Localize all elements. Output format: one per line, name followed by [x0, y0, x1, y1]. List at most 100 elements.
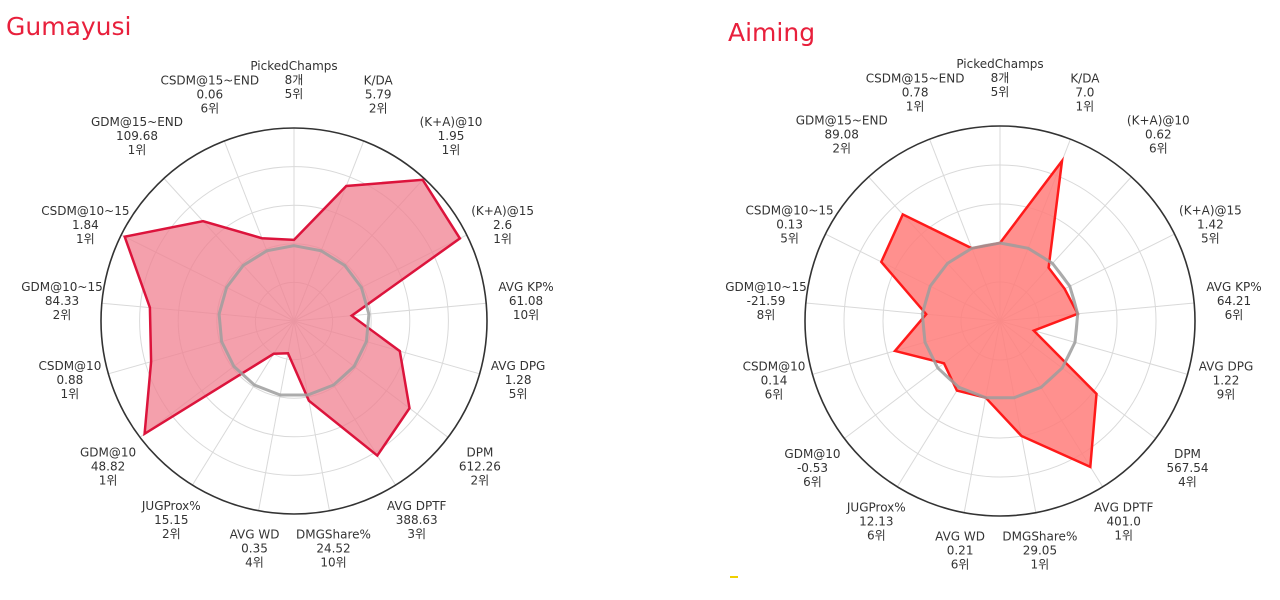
axis-label: AVG WD: [935, 529, 985, 543]
outer-ring: [804, 125, 1196, 517]
axis-value: 612.26: [459, 460, 501, 474]
axis-value: 29.05: [1023, 543, 1057, 557]
axis-label: DPM: [1174, 447, 1201, 461]
axis-label: (K+A)@10: [420, 115, 483, 129]
axis-rank: 2위: [369, 102, 388, 116]
axis-value: 0.35: [241, 541, 268, 555]
radar-panel-gumayusi: Gumayusi PickedChamps 8개 5위 K/DA 5.79 2위 (K+A)…: [6, 12, 554, 569]
axis-value: 567.54: [1167, 461, 1209, 475]
axis-label: K/DA: [1070, 72, 1100, 86]
axis-value: 1.28: [505, 373, 532, 387]
axis-value: 84.33: [45, 294, 79, 308]
axis-label: AVG KP%: [498, 280, 553, 294]
player-title: Gumayusi: [6, 12, 132, 41]
axis-rank: 1위: [61, 387, 80, 401]
axis-value: 8개: [991, 71, 1010, 85]
axis-label: GDM@15~END: [796, 114, 888, 128]
axis-label: GDM@15~END: [91, 115, 183, 129]
axis-rank: 4위: [245, 555, 264, 569]
axis-rank: 6위: [765, 387, 784, 401]
axis-rank: 1위: [442, 143, 461, 157]
axis-label: CSDM@10: [38, 359, 101, 373]
axis-label: (K+A)@10: [1127, 114, 1190, 128]
axis-rank: 5위: [509, 387, 528, 401]
axis-value: 15.15: [154, 513, 188, 527]
axis-value: 0.14: [761, 373, 788, 387]
decorative-mark: [730, 576, 738, 578]
axis-rank: 1위: [1114, 529, 1133, 543]
radar-chart: PickedChamps8개5위K/DA7.01위(K+A)@100.626위(…: [725, 57, 1261, 571]
axis-label: AVG DPG: [1199, 359, 1254, 373]
axis-rank: 6위: [1225, 308, 1244, 322]
player-title: Aiming: [728, 18, 816, 47]
axis-value: 0.62: [1145, 128, 1172, 142]
axis-rank: 1위: [128, 143, 147, 157]
axis-value: 0.13: [776, 217, 803, 231]
axis-rank: 1위: [1076, 100, 1095, 114]
axis-rank: 4위: [1178, 475, 1197, 489]
axis-value: 64.21: [1217, 294, 1251, 308]
axis-rank: 2위: [832, 142, 851, 156]
axis-value: 2.6: [493, 218, 512, 232]
axis-label: DPM: [466, 446, 493, 460]
axis-value: 61.08: [509, 294, 543, 308]
axis-label: GDM@10~15: [725, 280, 807, 294]
axis-value: 24.52: [316, 541, 350, 555]
axis-value: 1.95: [438, 129, 465, 143]
axis-value: -21.59: [747, 294, 786, 308]
average-line: [920, 241, 1080, 400]
axis-rank: 2위: [53, 308, 72, 322]
axis-value: 388.63: [396, 513, 438, 527]
player-area: [123, 178, 462, 458]
axis-value: 401.0: [1107, 515, 1141, 529]
axis-label: DMGShare%: [1002, 529, 1077, 543]
axis-rank: 5위: [780, 231, 799, 245]
axis-label: K/DA: [364, 74, 394, 88]
axis-rank: 1위: [906, 100, 925, 114]
axis-value: 0.88: [57, 373, 84, 387]
axis-label: (K+A)@15: [1179, 203, 1242, 217]
axis-label: AVG DPTF: [387, 499, 447, 513]
axis-label: AVG DPTF: [1094, 501, 1154, 515]
axis-rank: 1위: [99, 474, 118, 488]
axis-rank: 5위: [285, 87, 304, 101]
axis-value: -0.53: [797, 461, 828, 475]
average-line: [217, 244, 371, 397]
axis-label: GDM@10~15: [21, 280, 103, 294]
axis-value: 0.21: [947, 543, 974, 557]
axis-value: 0.78: [902, 86, 929, 100]
axis-value: 109.68: [116, 129, 158, 143]
axis-rank: 6위: [951, 557, 970, 571]
axis-rank: 8위: [757, 308, 776, 322]
axis-rank: 2위: [471, 474, 490, 488]
axis-value: 12.13: [859, 515, 893, 529]
radar-chart: PickedChamps8개5위K/DA5.792위(K+A)@101.951위…: [21, 59, 553, 569]
axis-rank: 6위: [1149, 142, 1168, 156]
outer-ring: [100, 127, 488, 515]
axis-rank: 5위: [991, 85, 1010, 99]
axis-rank: 5위: [1201, 231, 1220, 245]
axis-label: AVG KP%: [1206, 280, 1261, 294]
axis-label: AVG WD: [230, 527, 280, 541]
player-area: [879, 156, 1098, 469]
axis-label: GDM@10: [784, 447, 840, 461]
axis-label: (K+A)@15: [471, 204, 534, 218]
axis-rank: 3위: [407, 527, 426, 541]
axis-rank: 6위: [200, 102, 219, 116]
axis-rank: 10위: [320, 555, 346, 569]
axis-rank: 1위: [1031, 557, 1050, 571]
axis-rank: 1위: [76, 232, 95, 246]
axis-label: AVG DPG: [491, 359, 546, 373]
axis-label: JUGProx%: [141, 499, 201, 513]
axis-value: 1.22: [1213, 373, 1240, 387]
axis-value: 1.42: [1197, 217, 1224, 231]
axis-value: 48.82: [91, 460, 125, 474]
axis-rank: 10위: [513, 308, 539, 322]
radar-panel-aiming: Aiming PickedChamps 8개 5위 K/DA 7.0 1위 (K+A)@10…: [640, 0, 1280, 600]
axis-rank: 9위: [1217, 387, 1236, 401]
axis-label: CSDM@10: [743, 359, 806, 373]
axis-value: 7.0: [1075, 86, 1094, 100]
axis-value: 89.08: [825, 128, 859, 142]
axis-rank: 6위: [867, 529, 886, 543]
axis-value: 0.06: [196, 88, 223, 102]
